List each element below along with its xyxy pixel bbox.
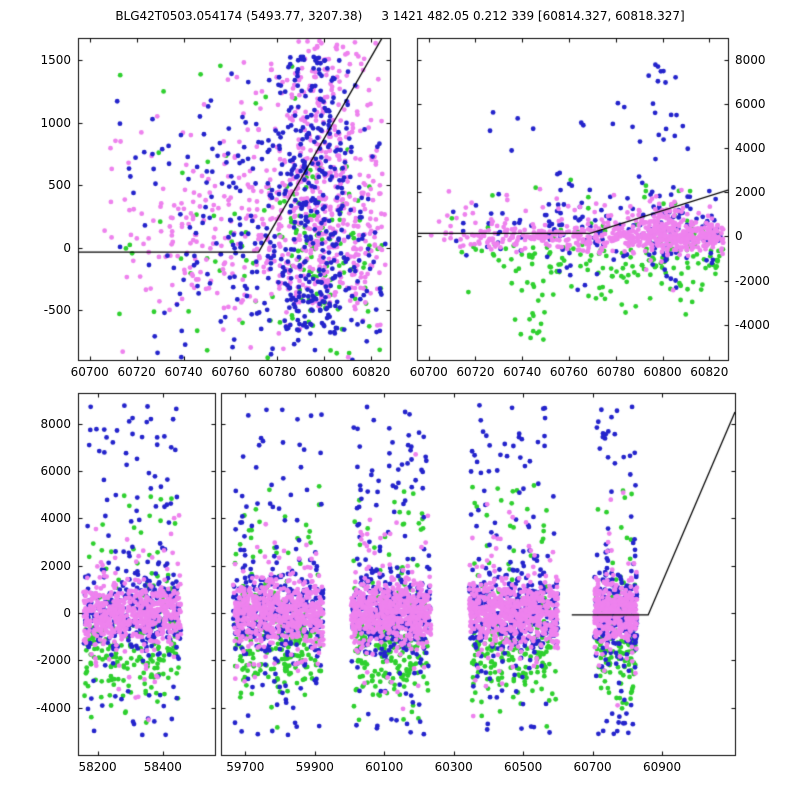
x-tick-label: 60740 [503, 365, 542, 379]
x-tick-label: 60720 [117, 365, 156, 379]
x-tick-label: 59700 [226, 760, 265, 774]
x-tick-label: 58200 [78, 760, 117, 774]
y-tick-label: 1000 [40, 115, 71, 130]
y-tick-label: 2000 [735, 185, 766, 200]
figure-title: BLG42T0503.054174 (5493.77, 3207.38) 3 1… [115, 9, 685, 23]
x-tick-label: 60700 [573, 760, 612, 774]
y-tick-label: 0 [63, 240, 71, 255]
y-tick-label: -4000 [36, 700, 71, 715]
x-tick-label: 60500 [504, 760, 543, 774]
x-tick-label: 60740 [164, 365, 203, 379]
x-tick-label: 60780 [596, 365, 635, 379]
y-tick-label: 6000 [40, 464, 71, 479]
y-tick-label: 4000 [40, 511, 71, 526]
y-tick-label: 8000 [40, 416, 71, 431]
x-tick-label: 60800 [305, 365, 344, 379]
x-tick-label: 60820 [352, 365, 391, 379]
x-tick-label: 60820 [690, 365, 729, 379]
x-tick-label: 60700 [70, 365, 109, 379]
y-tick-label: 4000 [735, 141, 766, 156]
y-tick-label: 1500 [40, 53, 71, 68]
x-tick-label: 60720 [456, 365, 495, 379]
x-tick-label: 60800 [643, 365, 682, 379]
x-tick-label: 60700 [409, 365, 448, 379]
x-tick-label: 60760 [549, 365, 589, 379]
y-tick-label: -2000 [36, 653, 71, 668]
x-tick-label: 60780 [258, 365, 297, 379]
y-tick-label: 500 [48, 178, 71, 193]
y-tick-label: -500 [43, 303, 71, 318]
x-tick-label: 60900 [642, 760, 682, 774]
x-tick-label: 58400 [143, 760, 182, 774]
x-tick-label: 59900 [295, 760, 334, 774]
y-tick-label: -2000 [735, 273, 770, 288]
x-tick-label: 60100 [365, 760, 404, 774]
y-tick-label: 6000 [735, 97, 766, 112]
y-tick-label: -4000 [735, 317, 770, 332]
y-tick-label: 8000 [735, 53, 766, 68]
y-tick-label: 0 [63, 606, 71, 621]
y-tick-label: 0 [735, 229, 743, 244]
x-tick-label: 60760 [211, 365, 250, 379]
x-tick-label: 60300 [434, 760, 473, 774]
y-tick-label: 2000 [40, 558, 71, 573]
